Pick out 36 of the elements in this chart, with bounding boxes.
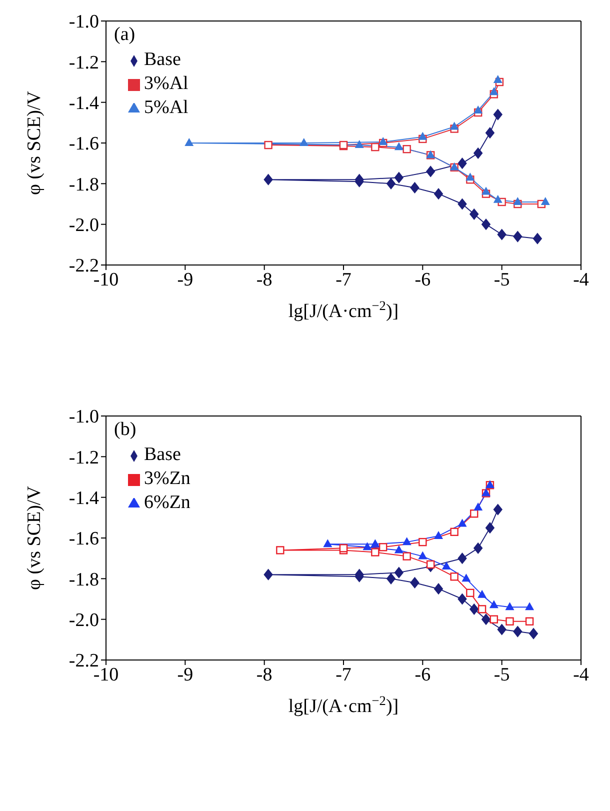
annotation: (a) [114,24,136,46]
legend-label: 3%Zn [144,468,190,489]
x-tick-label: -4 [573,269,590,290]
y-axis-title: φ (vs SCE)/V [24,486,45,590]
x-tick-label: -8 [256,269,272,290]
x-tick-label: -6 [414,269,431,290]
annotation: (b) [114,419,136,441]
y-tick-label: -1.6 [68,528,99,550]
x-tick-label: -9 [177,269,194,290]
y-tick-label: -1.0 [68,406,99,428]
legend-label: 3%Al [144,73,188,94]
x-tick-label: -8 [256,664,272,686]
x-tick-label: -4 [573,664,590,686]
y-tick-label: -2.0 [68,610,99,632]
legend-label: 6%Zn [144,492,190,513]
y-tick-label: -1.4 [68,93,100,114]
y-tick-label: -1.2 [68,447,99,468]
y-tick-label: -1.6 [68,134,99,155]
y-tick-label: -1.0 [68,12,99,33]
x-tick-label: -7 [336,664,352,686]
y-tick-label: -1.8 [68,174,99,196]
y-tick-label: -1.2 [68,52,99,74]
y-tick-label: -2.0 [68,215,99,236]
x-tick-label: -6 [414,664,431,686]
y-tick-label: -1.8 [68,569,99,590]
x-tick-label: -7 [336,269,352,290]
legend-label: Base [144,444,181,465]
y-axis-title: φ (vs SCE)/V [24,90,45,195]
y-tick-label: -1.4 [68,488,100,510]
x-tick-label: -5 [494,664,510,686]
x-axis-title: lg[J/(A·cm$^{−2}$)] [288,692,399,717]
legend-label: 5%Al [144,97,188,118]
legend-label: Base [144,49,181,70]
x-axis-title: lg[J/(A·cm$^{−2}$)] [288,298,399,322]
x-tick-label: -5 [494,269,510,290]
x-tick-label: -9 [177,664,194,686]
